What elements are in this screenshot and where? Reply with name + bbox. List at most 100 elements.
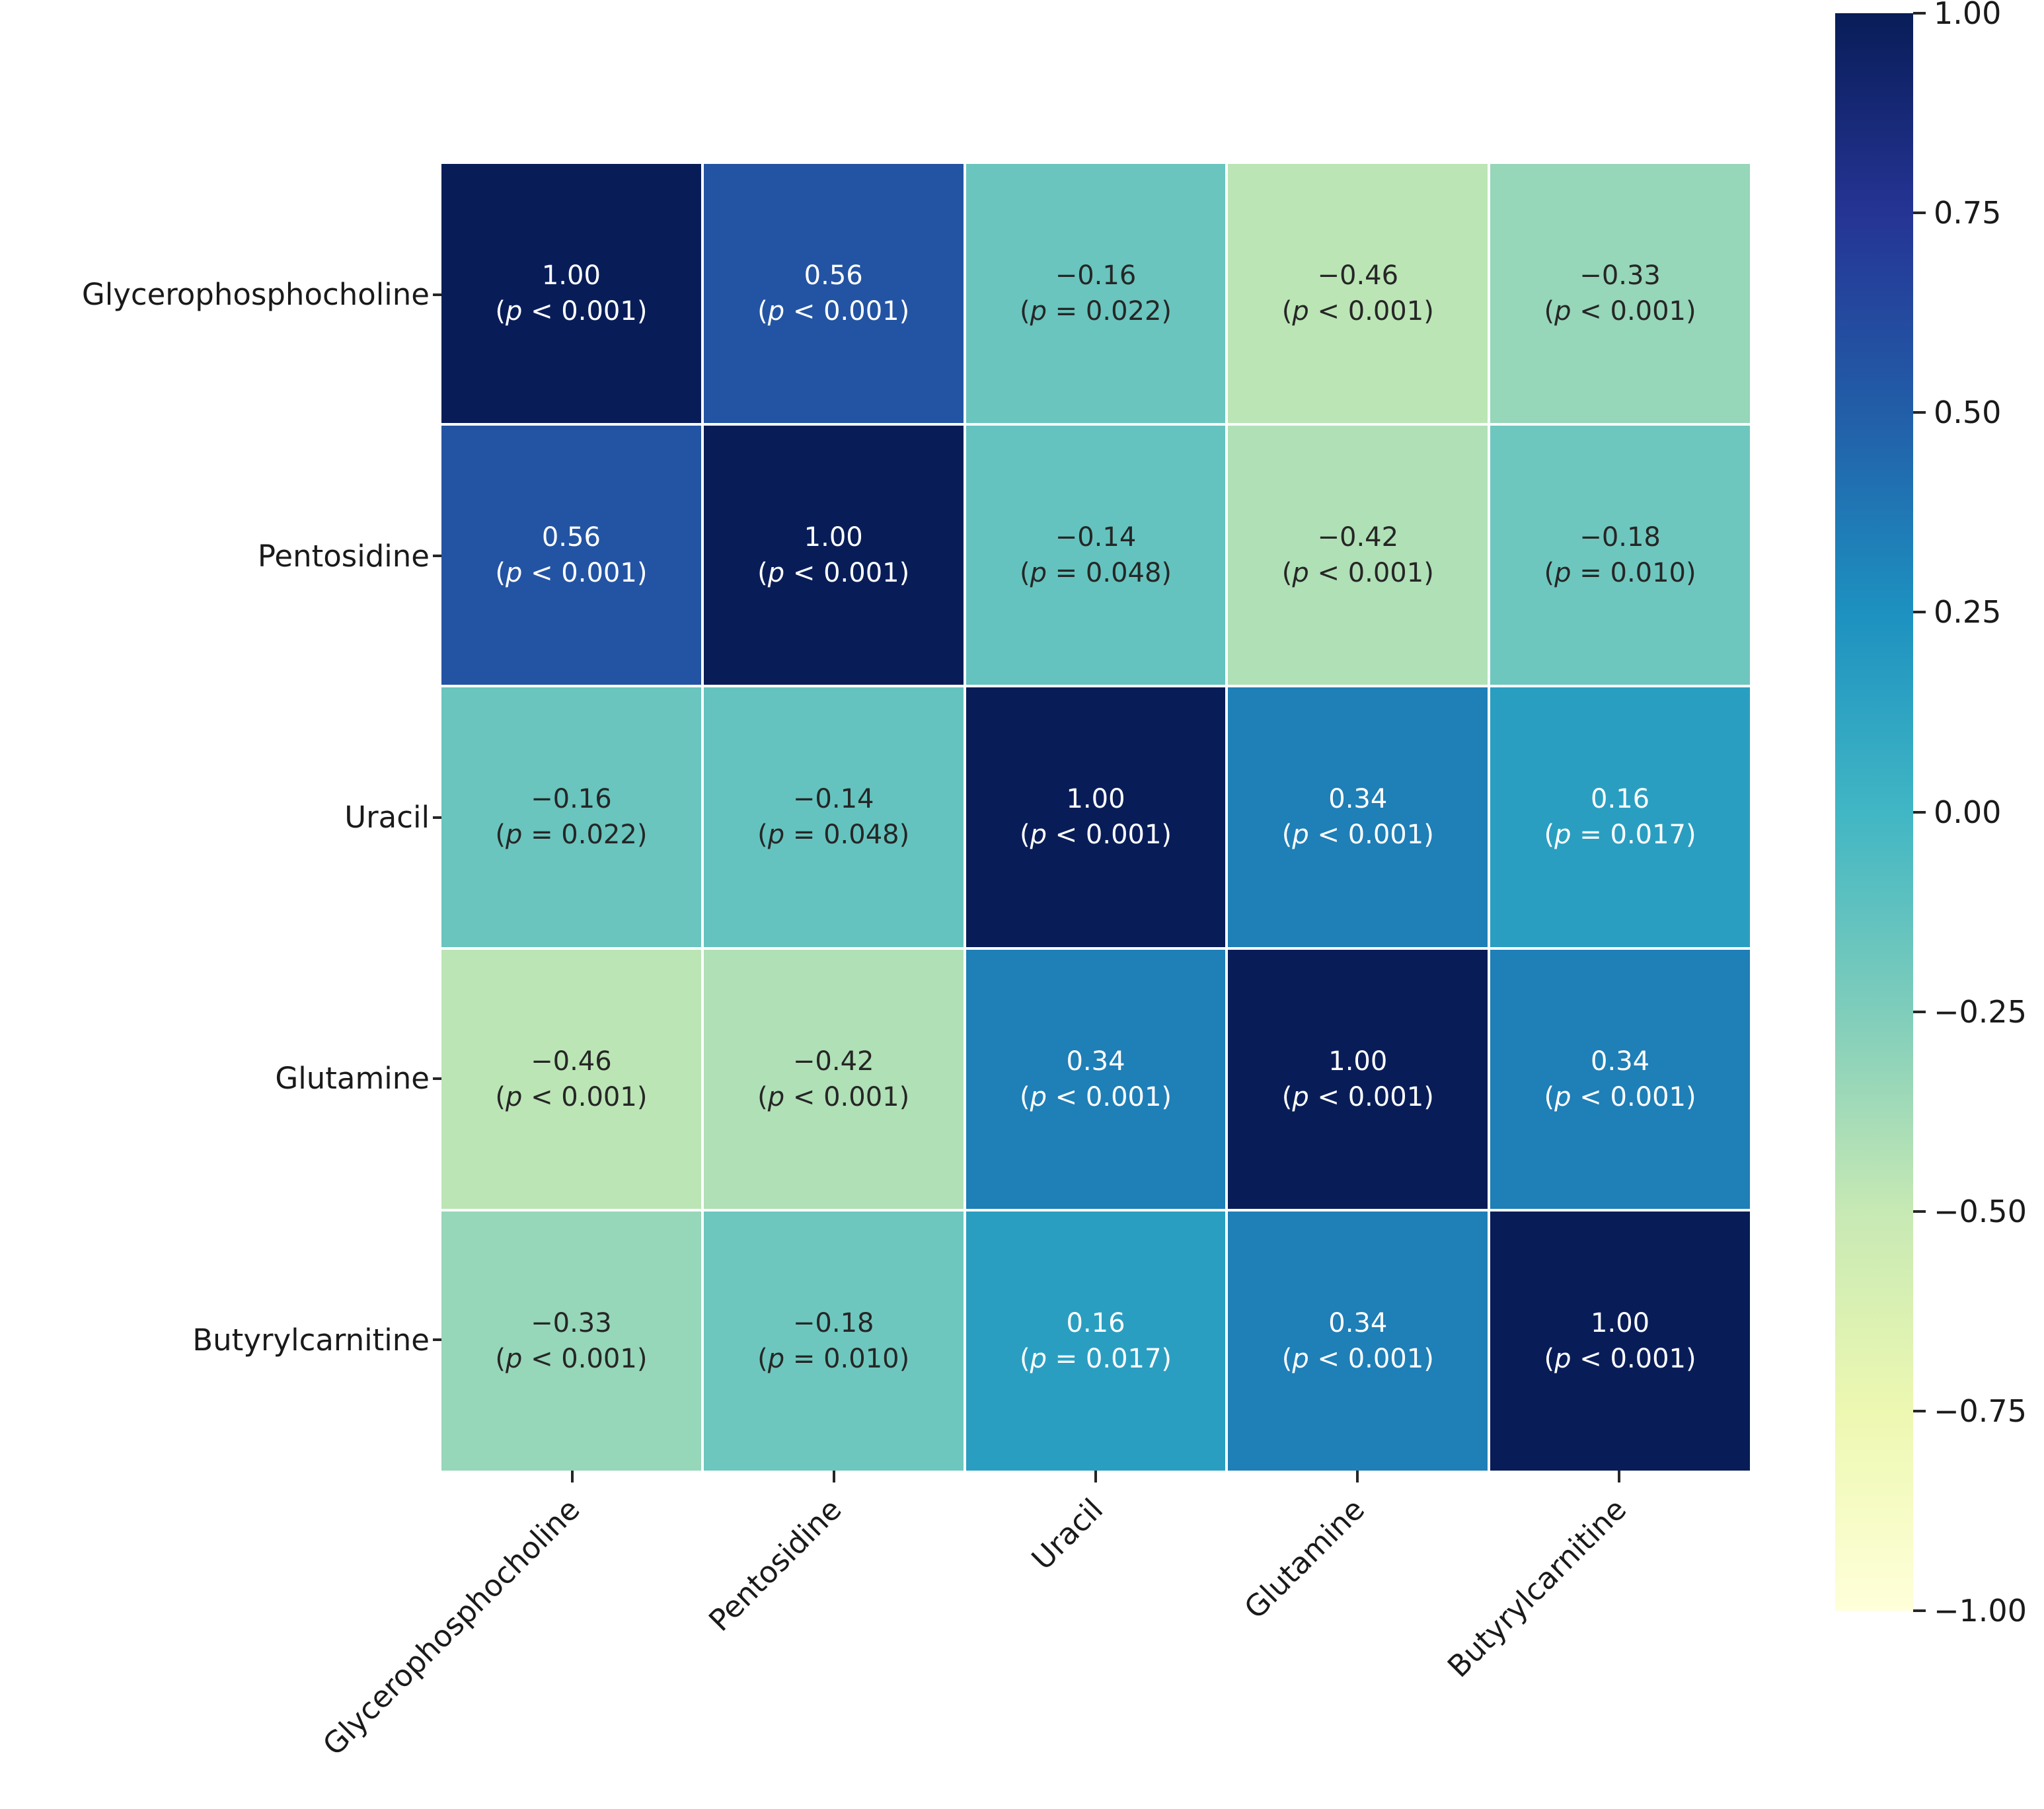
cell-p-value: (p = 0.017) — [1019, 1343, 1172, 1374]
cell-p-value: (p < 0.001) — [757, 1081, 910, 1112]
y-axis-tick — [433, 293, 441, 296]
cell-r-value: 1.00 — [804, 522, 863, 553]
heatmap-cell: −0.16 (p = 0.022) — [965, 164, 1226, 424]
heatmap-cell: 0.56 (p < 0.001) — [703, 164, 964, 424]
cell-p-value: (p < 0.001) — [1281, 820, 1434, 851]
colorbar-tick-label: 0.00 — [1934, 794, 2002, 830]
cell-r-value: 0.34 — [1328, 1307, 1388, 1338]
colorbar-tick-label: −0.50 — [1934, 1193, 2027, 1229]
y-axis-label: Uracil — [344, 799, 430, 835]
cell-r-value: 0.56 — [804, 260, 863, 291]
colorbar-tick-label: 0.50 — [1934, 395, 2002, 431]
heatmap-cell: −0.46 (p < 0.001) — [441, 949, 701, 1209]
colorbar-tick — [1913, 1409, 1926, 1412]
colorbar-tick-label: −0.25 — [1934, 993, 2027, 1030]
x-axis-tick — [1094, 1471, 1097, 1482]
cell-r-value: −0.14 — [792, 784, 874, 815]
cell-r-value: −0.18 — [792, 1307, 874, 1338]
cell-r-value: −0.42 — [792, 1046, 874, 1077]
cell-p-value: (p = 0.010) — [1544, 558, 1696, 589]
heatmap-cell: 0.34 (p < 0.001) — [965, 949, 1226, 1209]
cell-r-value: −0.16 — [1055, 260, 1137, 291]
heatmap-cell: 1.00 (p < 0.001) — [1228, 949, 1488, 1209]
heatmap-cell: 0.16 (p = 0.017) — [965, 1211, 1226, 1471]
cell-r-value: 0.34 — [1066, 1046, 1125, 1077]
cell-r-value: −0.46 — [1317, 260, 1399, 291]
colorbar-tick — [1913, 212, 1926, 215]
x-axis-label: Pentosidine — [702, 1492, 849, 1638]
cell-r-value: −0.46 — [531, 1046, 612, 1077]
cell-p-value: (p < 0.001) — [1281, 296, 1434, 327]
cell-r-value: 0.56 — [541, 522, 601, 553]
cell-p-value: (p < 0.001) — [495, 1343, 648, 1374]
cell-p-value: (p < 0.001) — [1281, 1343, 1434, 1374]
y-axis-label: Pentosidine — [257, 538, 430, 574]
heatmap-cell: −0.33 (p < 0.001) — [441, 1211, 701, 1471]
heatmap-cell: −0.18 (p = 0.010) — [1490, 426, 1750, 685]
colorbar-tick — [1913, 12, 1926, 15]
heatmap-cell: −0.16 (p = 0.022) — [441, 687, 701, 947]
heatmap-cell: 0.34 (p < 0.001) — [1490, 949, 1750, 1209]
heatmap-cell: 0.34 (p < 0.001) — [1228, 1211, 1488, 1471]
y-axis-label: Butyrylcarnitine — [192, 1322, 430, 1358]
x-axis-tick — [833, 1471, 835, 1482]
cell-p-value: (p < 0.001) — [1019, 1081, 1172, 1112]
cell-p-value: (p < 0.001) — [1544, 1343, 1696, 1374]
cell-p-value: (p < 0.001) — [1544, 1081, 1696, 1112]
heatmap-cell: −0.18 (p = 0.010) — [703, 1211, 964, 1471]
cell-p-value: (p = 0.048) — [757, 820, 910, 851]
heatmap-grid: 1.00 (p < 0.001) 0.56 (p < 0.001) −0.16 (p = … — [441, 164, 1750, 1471]
cell-p-value: (p < 0.001) — [495, 296, 648, 327]
y-axis-tick — [433, 1077, 441, 1080]
colorbar-tick-label: 0.25 — [1934, 594, 2002, 631]
colorbar-tick — [1913, 1210, 1926, 1213]
y-axis-tick — [433, 555, 441, 558]
colorbar-tick-label: 0.75 — [1934, 195, 2002, 231]
cell-p-value: (p < 0.001) — [1281, 558, 1434, 589]
colorbar-gradient — [1835, 13, 1913, 1611]
cell-r-value: −0.14 — [1055, 522, 1137, 553]
colorbar-tick-label: −1.00 — [1934, 1593, 2027, 1629]
y-axis-label: Glycerophosphocholine — [81, 277, 430, 313]
cell-r-value: −0.18 — [1579, 522, 1661, 553]
heatmap-cell: 0.56 (p < 0.001) — [441, 426, 701, 685]
cell-p-value: (p = 0.022) — [1019, 296, 1172, 327]
cell-r-value: 1.00 — [1066, 784, 1125, 815]
y-axis-label: Glutamine — [275, 1061, 430, 1097]
cell-r-value: −0.42 — [1317, 522, 1399, 553]
x-axis-label: Butyrylcarnitine — [1441, 1492, 1634, 1685]
heatmap-cell: −0.42 (p < 0.001) — [1228, 426, 1488, 685]
cell-p-value: (p < 0.001) — [1281, 1081, 1434, 1112]
colorbar-tick — [1913, 1609, 1926, 1612]
x-axis-label: Uracil — [1024, 1492, 1110, 1577]
x-axis-tick — [571, 1471, 574, 1482]
cell-p-value: (p < 0.001) — [1019, 820, 1172, 851]
cell-r-value: −0.16 — [531, 784, 612, 815]
cell-p-value: (p = 0.010) — [757, 1343, 910, 1374]
cell-p-value: (p < 0.001) — [757, 558, 910, 589]
colorbar-tick — [1913, 411, 1926, 414]
heatmap-cell: −0.14 (p = 0.048) — [703, 687, 964, 947]
heatmap-cell: −0.14 (p = 0.048) — [965, 426, 1226, 685]
cell-r-value: 0.16 — [1066, 1307, 1125, 1338]
colorbar-tick — [1913, 1010, 1926, 1013]
x-axis-label: Glutamine — [1237, 1492, 1372, 1626]
y-axis-tick — [433, 816, 441, 819]
cell-p-value: (p < 0.001) — [495, 558, 648, 589]
cell-r-value: 1.00 — [1591, 1307, 1650, 1338]
heatmap-cell: 0.16 (p = 0.017) — [1490, 687, 1750, 947]
heatmap-cell: −0.46 (p < 0.001) — [1228, 164, 1488, 424]
cell-r-value: 1.00 — [541, 260, 601, 291]
cell-r-value: 0.34 — [1328, 784, 1388, 815]
cell-p-value: (p = 0.022) — [495, 820, 648, 851]
heatmap-cell: 1.00 (p < 0.001) — [1490, 1211, 1750, 1471]
heatmap-cell: 1.00 (p < 0.001) — [965, 687, 1226, 947]
y-axis-tick — [433, 1338, 441, 1342]
cell-r-value: 1.00 — [1328, 1046, 1388, 1077]
heatmap-cell: −0.42 (p < 0.001) — [703, 949, 964, 1209]
cell-p-value: (p < 0.001) — [495, 1081, 648, 1112]
cell-p-value: (p < 0.001) — [1544, 296, 1696, 327]
heatmap-cell: 1.00 (p < 0.001) — [703, 426, 964, 685]
cell-r-value: 0.34 — [1591, 1046, 1650, 1077]
